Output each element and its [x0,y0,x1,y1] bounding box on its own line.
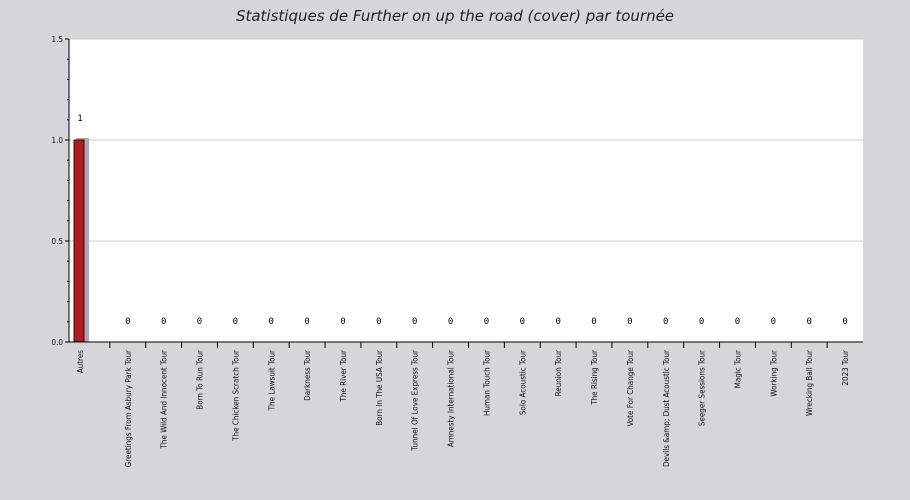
x-tick-label: The Wild And Innocent Tour [160,350,169,450]
x-tick-label: Seeger Sessions Tour [698,350,707,426]
data-label: 0 [842,317,847,327]
chart-title: Statistiques de Further on up the road (… [236,7,674,25]
data-label: 0 [233,317,238,327]
x-tick-label: The Lawsuit Tour [267,350,276,411]
x-tick-label: Born In The USA Tour [375,350,384,426]
x-tick-label: Autres [76,350,85,374]
x-tick-label: Reunion Tour [554,350,563,396]
data-label: 0 [340,317,345,327]
x-tick-label: Devils &amp; Dust Acoustic Tour [662,350,671,467]
x-tick-label: Darkness Tour [303,350,312,401]
x-tick-label: Amnesty International Tour [447,350,456,447]
x-tick-label: Solo Acoustic Tour [518,350,527,415]
data-label: 0 [699,317,704,327]
x-tick-label: Greetings From Asbury Park Tour [124,350,133,467]
x-tick-label: Magic Tour [733,350,742,388]
data-label: 0 [591,317,596,327]
x-tick-label: The Rising Tour [590,350,599,406]
x-tick-label: Working Tour [769,350,778,397]
data-label: 0 [412,317,417,327]
data-label: 0 [771,317,776,327]
data-label: 0 [663,317,668,327]
bar [73,139,85,343]
axes [65,38,863,348]
data-label: 0 [735,317,740,327]
x-tick-label: Vote For Change Tour [626,350,635,427]
plot-area [69,39,863,342]
x-tick-label: Human Touch Tour [482,350,491,416]
data-label: 0 [627,317,632,327]
y-tick-label: 0.5 [52,237,63,246]
x-tick-label: The Chicken Scratch Tour [231,350,240,442]
data-label: 0 [304,317,309,327]
y-tick-label: 1.0 [52,136,64,145]
data-label: 1 [77,114,82,124]
labels: 0.0 0.5 1.0 1.5 1 Autres 0 Greetings From Asbur… [52,35,851,467]
y-tick-label: 0.0 [52,338,64,347]
data-label: 0 [125,317,130,327]
data-label: 0 [197,317,202,327]
grid-lines [69,38,863,242]
x-tick-label: Born To Run Tour [196,350,205,410]
data-label: 0 [376,317,381,327]
data-label: 0 [484,317,489,327]
x-tick-label: Wrecking Ball Tour [805,350,814,416]
data-label: 0 [520,317,525,327]
data-label: 0 [448,317,453,327]
data-label: 0 [806,317,811,327]
y-tick-label: 1.5 [52,35,63,44]
x-tick-label: 2023 Tour [841,350,850,386]
x-tick-label: The River Tour [339,350,348,403]
data-label: 0 [269,317,274,327]
bars [73,138,89,343]
data-label: 0 [555,317,560,327]
x-tick-label: Tunnel Of Love Express Tour [411,350,420,452]
data-label: 0 [161,317,166,327]
